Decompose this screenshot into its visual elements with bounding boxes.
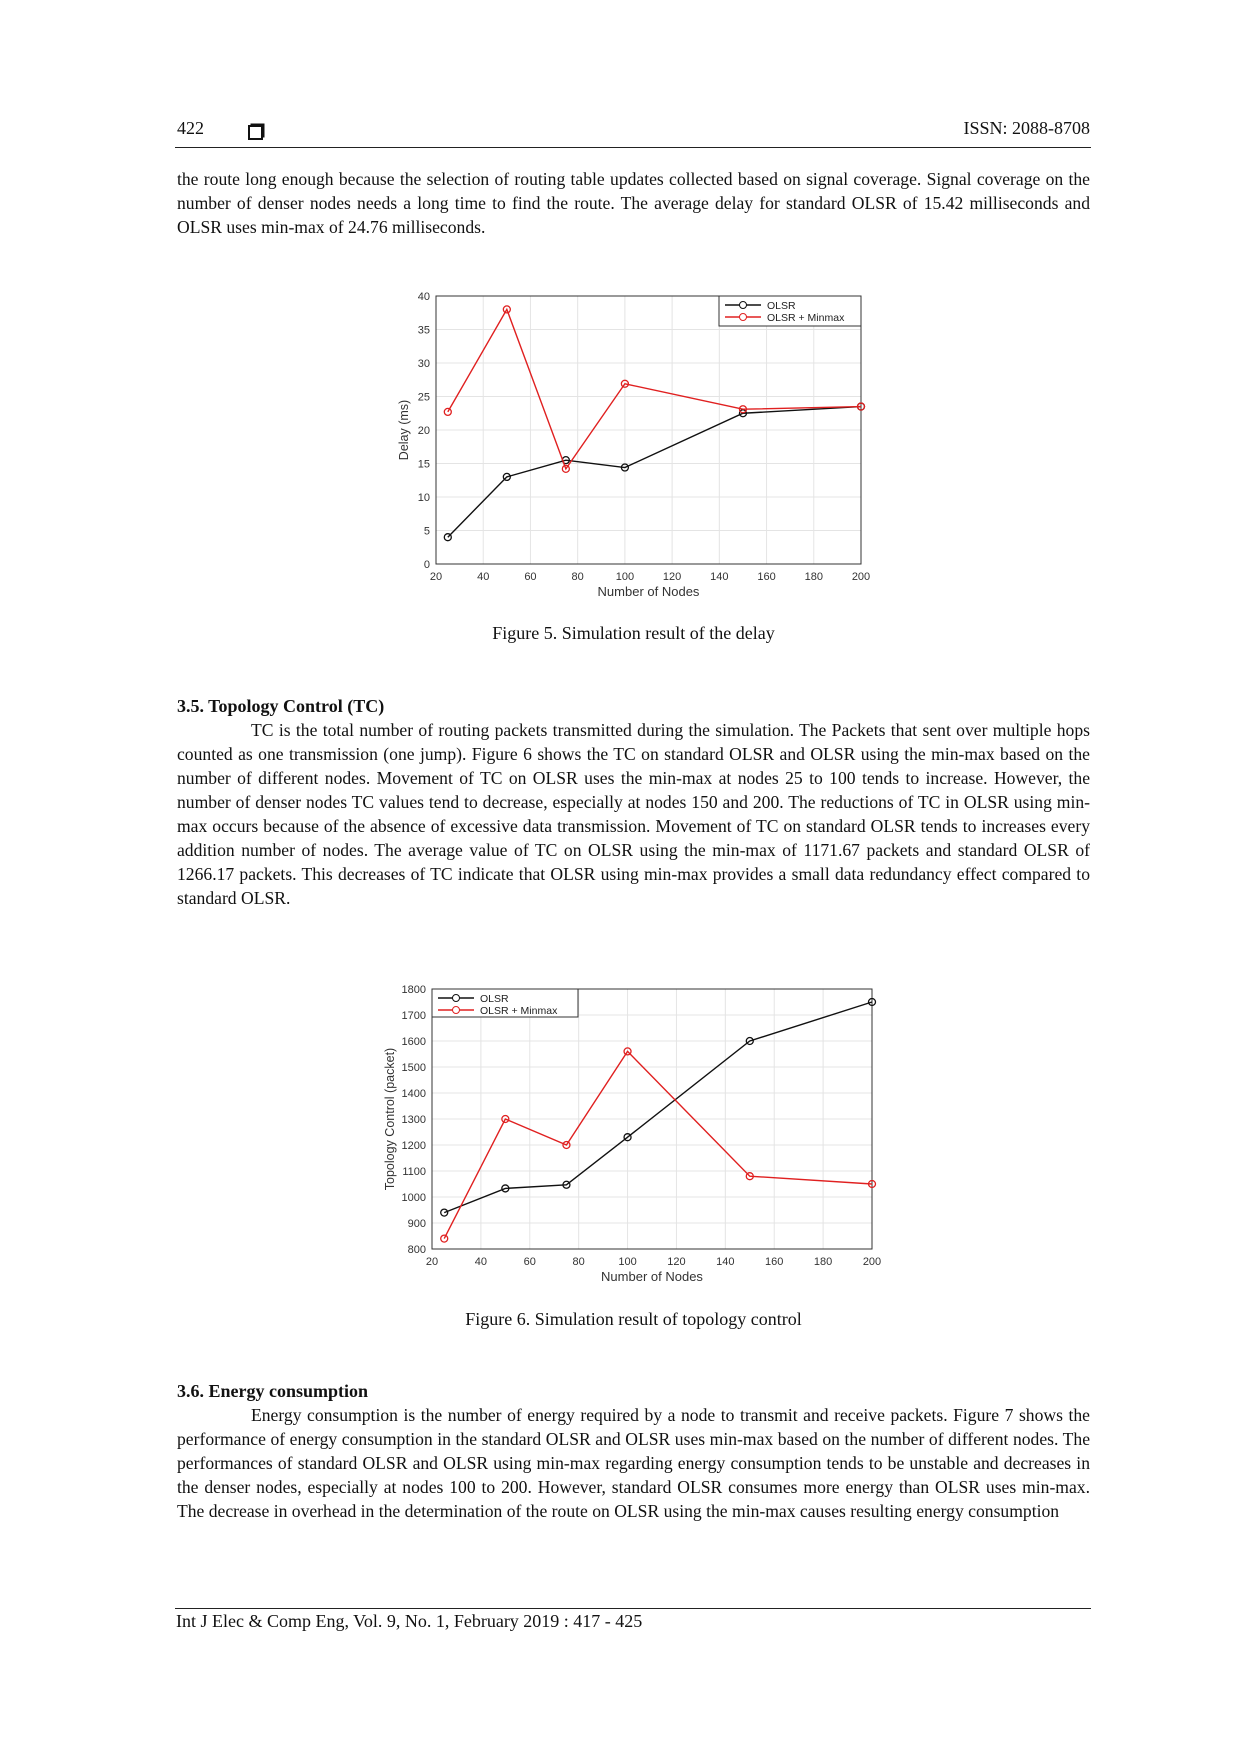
series-line bbox=[447, 307, 862, 471]
data-point bbox=[745, 1172, 754, 1181]
plot-frame bbox=[435, 295, 862, 565]
figure-5-caption: Figure 5. Simulation result of the delay bbox=[492, 623, 775, 643]
section-3-6-body: Energy consumption is the number of ener… bbox=[177, 1405, 1090, 1521]
legend-marker bbox=[739, 301, 747, 309]
x-tick-label: 160 bbox=[757, 571, 775, 583]
series-line bbox=[447, 405, 862, 538]
x-tick-label: 100 bbox=[618, 1256, 636, 1268]
data-point bbox=[867, 1179, 877, 1189]
square-bullet-icon bbox=[248, 121, 263, 145]
x-tick-label: 80 bbox=[573, 1256, 585, 1268]
x-tick-label: 120 bbox=[663, 571, 681, 583]
y-tick-label: 800 bbox=[408, 1244, 426, 1256]
data-point bbox=[561, 464, 571, 474]
x-tick-label: 200 bbox=[852, 571, 870, 583]
y-tick-label: 20 bbox=[418, 425, 430, 437]
data-point bbox=[440, 1234, 449, 1243]
page-number: 422 bbox=[177, 118, 204, 138]
series-line bbox=[443, 1001, 873, 1214]
y-tick-label: 1700 bbox=[402, 1010, 426, 1022]
x-tick-label: 180 bbox=[805, 571, 823, 583]
x-tick-label: 60 bbox=[524, 1256, 536, 1268]
data-point bbox=[738, 405, 748, 414]
data-point bbox=[443, 407, 452, 417]
x-axis-label: Number of Nodes bbox=[601, 1269, 703, 1284]
header-rule bbox=[175, 147, 1091, 148]
data-point bbox=[620, 463, 630, 472]
y-tick-label: 5 bbox=[424, 526, 430, 538]
legend-marker bbox=[452, 1006, 460, 1014]
y-tick-label: 900 bbox=[408, 1218, 426, 1230]
data-point bbox=[501, 1114, 510, 1124]
data-point bbox=[443, 533, 452, 542]
figure-6-caption: Figure 6. Simulation result of topology … bbox=[465, 1309, 802, 1329]
issn: ISSN: 2088-8708 bbox=[963, 118, 1090, 138]
x-tick-label: 80 bbox=[572, 571, 584, 583]
y-axis-label: Topology Control (packet) bbox=[383, 1048, 397, 1190]
y-tick-label: 0 bbox=[424, 559, 430, 571]
x-tick-label: 200 bbox=[863, 1256, 881, 1268]
x-tick-label: 20 bbox=[430, 571, 442, 583]
data-point bbox=[620, 379, 630, 388]
data-point bbox=[856, 402, 866, 411]
y-tick-label: 40 bbox=[418, 291, 430, 303]
data-point bbox=[867, 997, 877, 1007]
footer-text: Int J Elec & Comp Eng, Vol. 9, No. 1, Fe… bbox=[176, 1611, 643, 1631]
data-point bbox=[501, 1184, 510, 1193]
figure-6-chart: 20 40 60 80 100 120 140 160 180 200 800 900 1000 1100… bbox=[370, 975, 900, 1285]
x-tick-label: 120 bbox=[667, 1256, 685, 1268]
y-tick-label: 1300 bbox=[402, 1114, 426, 1126]
paragraph: the route long enough because the select… bbox=[177, 169, 1090, 237]
data-point bbox=[502, 305, 511, 314]
y-tick-label: 30 bbox=[418, 358, 430, 370]
data-point bbox=[562, 1140, 571, 1150]
data-point bbox=[745, 1036, 754, 1046]
section-3-5-body: TC is the total number of routing packet… bbox=[177, 720, 1090, 908]
x-tick-label: 100 bbox=[616, 571, 634, 583]
figure-5-chart: 20 40 60 80 100 120 140 160 180 200 0 5 10 15 20 25 30 35… bbox=[390, 282, 890, 602]
y-tick-label: 10 bbox=[418, 492, 430, 504]
legend-marker bbox=[739, 313, 747, 321]
x-tick-label: 60 bbox=[524, 571, 536, 583]
y-tick-label: 1200 bbox=[402, 1140, 426, 1152]
x-tick-label: 160 bbox=[765, 1256, 783, 1268]
data-point bbox=[562, 1180, 571, 1189]
series-line bbox=[443, 1050, 873, 1239]
data-point bbox=[623, 1133, 632, 1142]
footer-rule bbox=[175, 1608, 1091, 1609]
x-tick-label: 40 bbox=[475, 1256, 487, 1268]
legend-box bbox=[718, 295, 862, 327]
legend-label: OLSR + Minmax bbox=[480, 1005, 558, 1017]
section-3-5-heading: 3.5. Topology Control (TC) bbox=[177, 696, 385, 716]
y-tick-label: 1000 bbox=[402, 1192, 426, 1204]
legend-label: OLSR bbox=[767, 300, 796, 312]
data-point bbox=[623, 1047, 632, 1056]
y-tick-label: 1600 bbox=[402, 1036, 426, 1048]
legend-label: OLSR bbox=[480, 993, 509, 1005]
x-tick-label: 40 bbox=[477, 571, 489, 583]
plot-frame bbox=[431, 988, 873, 1250]
y-tick-label: 25 bbox=[418, 392, 430, 404]
legend-marker bbox=[452, 994, 460, 1002]
legend-box bbox=[431, 988, 579, 1018]
y-tick-label: 1500 bbox=[402, 1062, 426, 1074]
y-tick-label: 15 bbox=[418, 459, 430, 471]
x-tick-label: 140 bbox=[716, 1256, 734, 1268]
x-axis-label: Number of Nodes bbox=[598, 584, 700, 599]
data-point bbox=[440, 1208, 449, 1217]
legend-label: OLSR + Minmax bbox=[767, 312, 845, 324]
chart-svg: 20 40 60 80 100 120 140 160 180 200 0 5 10 15 20 25 30 35… bbox=[397, 291, 870, 599]
y-tick-label: 1400 bbox=[402, 1088, 426, 1100]
chart-svg: 20 40 60 80 100 120 140 160 180 200 800 900 1000 1100… bbox=[383, 984, 881, 1284]
section-3-6-heading: 3.6. Energy consumption bbox=[177, 1381, 369, 1401]
x-tick-label: 20 bbox=[426, 1256, 438, 1268]
y-tick-label: 1800 bbox=[402, 984, 426, 996]
x-tick-label: 180 bbox=[814, 1256, 832, 1268]
y-tick-label: 35 bbox=[418, 325, 430, 337]
data-point bbox=[502, 472, 511, 482]
y-tick-label: 1100 bbox=[402, 1166, 426, 1178]
x-tick-label: 140 bbox=[710, 571, 728, 583]
y-axis-label: Delay (ms) bbox=[397, 400, 411, 460]
